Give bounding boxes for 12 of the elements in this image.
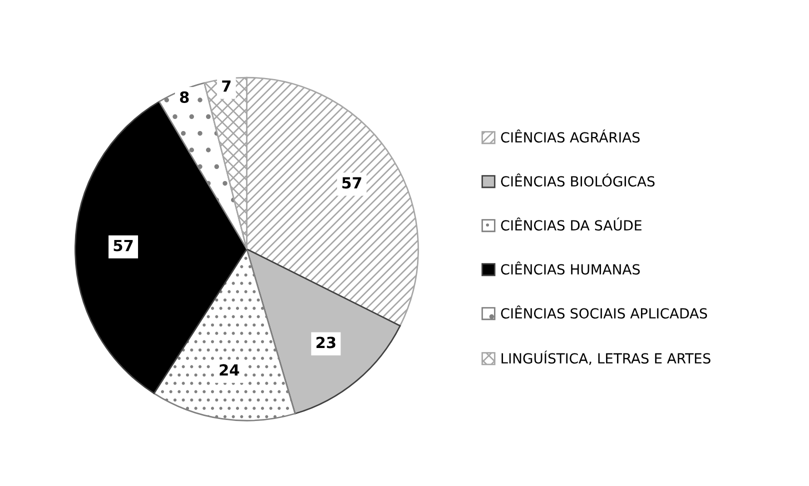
data-label: 24	[220, 364, 240, 376]
legend-label: CIÊNCIAS DA SAÚDE	[501, 218, 642, 231]
data-label: 8	[180, 91, 189, 103]
legend-label: CIÊNCIAS AGRÁRIAS	[501, 130, 640, 143]
legend-label: CIÊNCIAS BIOLÓGICAS	[501, 174, 655, 187]
data-label: 23	[316, 336, 336, 348]
legend-label: CIÊNCIAS HUMANAS	[501, 262, 640, 275]
legend-label: LINGUÍSTICA, LETRAS E ARTES	[502, 350, 710, 366]
legend-label: CIÊNCIAS SOCIAIS APLICADAS	[501, 306, 708, 319]
data-label: 57	[342, 177, 362, 189]
data-label: 57	[114, 240, 133, 252]
data-label: 7	[222, 80, 231, 92]
